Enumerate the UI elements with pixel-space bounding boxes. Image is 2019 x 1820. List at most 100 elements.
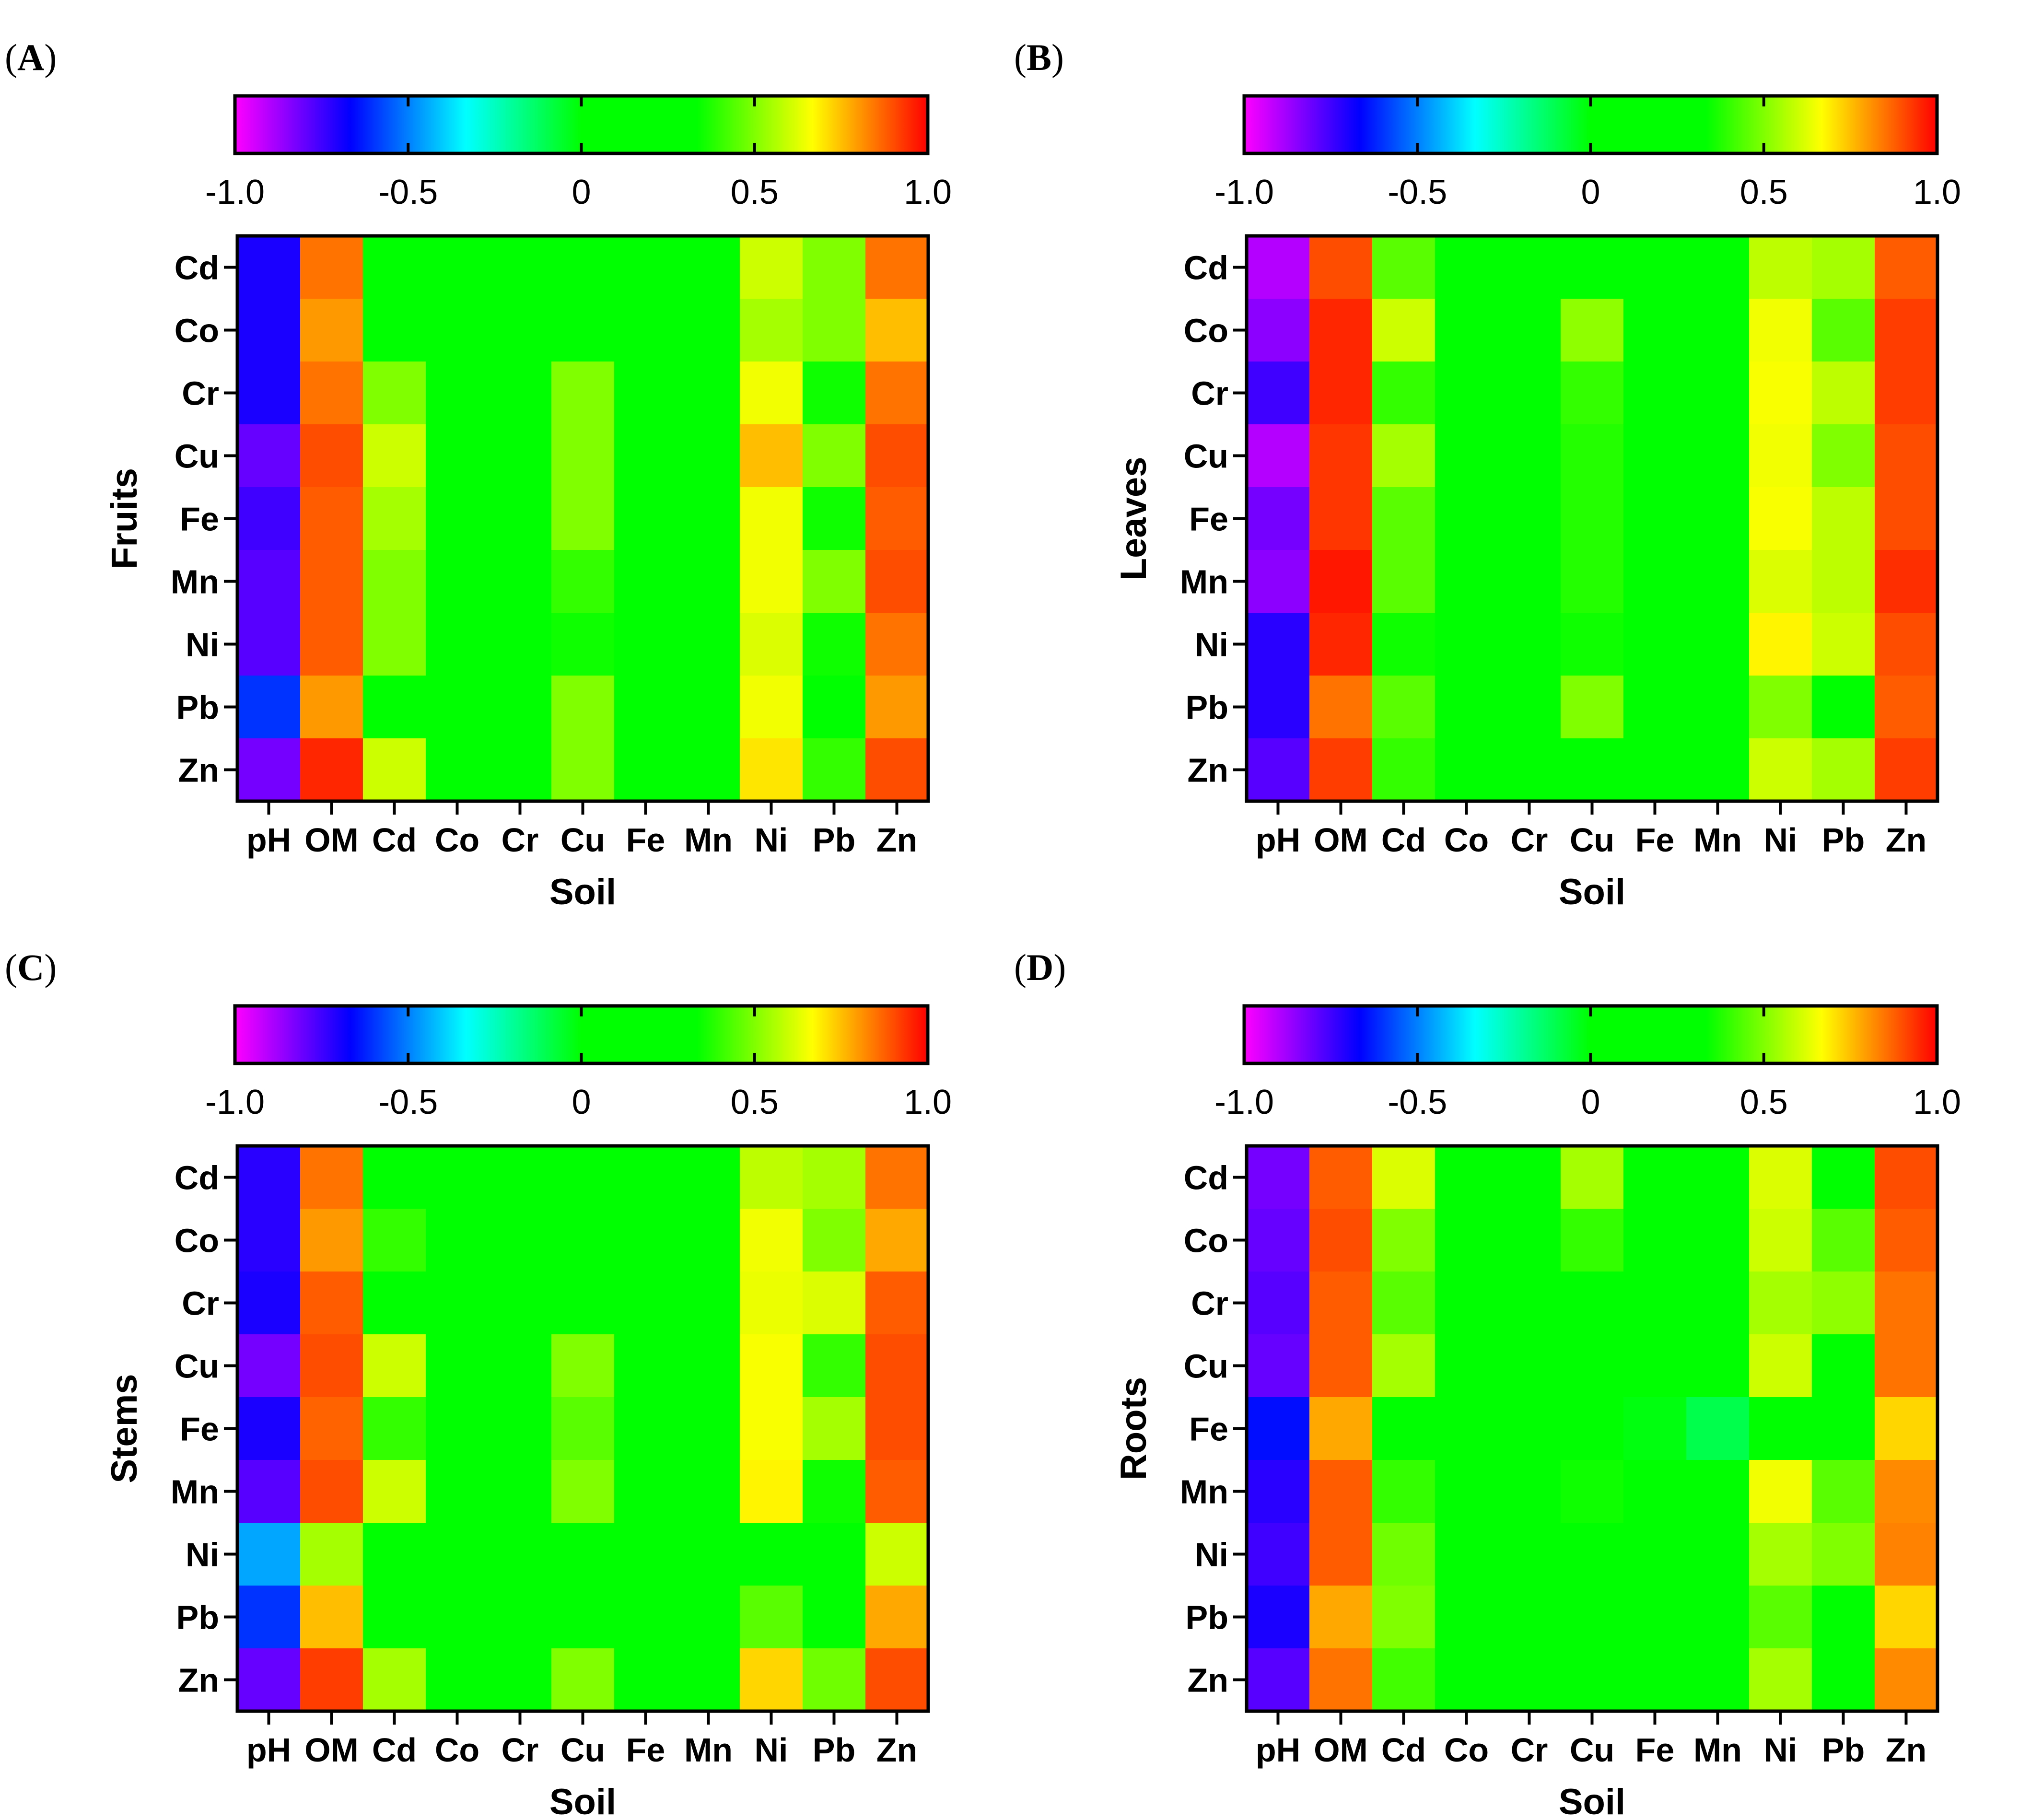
heatmap-cell: [1812, 1648, 1875, 1712]
heatmap-cell: [1686, 487, 1750, 550]
heatmap-cell: [363, 1334, 426, 1398]
x-tick-label: Ni: [1764, 821, 1797, 859]
panel-label-c: (C): [5, 946, 57, 988]
heatmap-cell: [1372, 1460, 1435, 1523]
heatmap-cell: [300, 550, 363, 613]
x-axis-title: Soil: [549, 872, 616, 910]
heatmap-cell: [1623, 487, 1687, 550]
heatmap-cell: [551, 1586, 615, 1649]
heatmap-cell: [551, 1523, 615, 1586]
heatmap-cell: [1875, 550, 1938, 613]
heatmap-cell: [740, 1648, 803, 1712]
heatmap-cell: [1498, 1586, 1561, 1649]
heatmap-cell: [237, 487, 301, 550]
heatmap-cell: [677, 1648, 740, 1712]
heatmap-cell: [426, 1523, 489, 1586]
colorbar-tick-label: -1.0: [205, 173, 265, 211]
heatmap-cell: [489, 1523, 552, 1586]
heatmap-cell: [677, 424, 740, 488]
x-tick-label: Cr: [1511, 821, 1548, 859]
heatmap-cell: [1623, 362, 1687, 425]
heatmap-cell: [1623, 1523, 1687, 1586]
heatmap-cell: [1875, 1523, 1938, 1586]
heatmap-cell: [426, 1460, 489, 1523]
y-tick-label: Cu: [1184, 438, 1228, 475]
y-tick-label: Cr: [1191, 375, 1228, 412]
heatmap-cell: [740, 738, 803, 802]
heatmap-cell: [803, 1334, 866, 1398]
heatmap-cell: [1309, 424, 1373, 488]
heatmap-cell: [1875, 236, 1938, 299]
x-tick-label: Ni: [755, 1731, 788, 1769]
heatmap-cell: [1623, 424, 1687, 488]
heatmap-cell: [865, 1397, 929, 1460]
colorbar-tick-label: -0.5: [378, 173, 438, 211]
heatmap-cell: [1812, 1460, 1875, 1523]
heatmap-cell: [614, 1272, 677, 1335]
colorbar-tick-label: 1.0: [904, 1083, 952, 1121]
heatmap-cell: [1623, 299, 1687, 362]
heatmap-cell: [1247, 1334, 1310, 1398]
x-tick-label: Mn: [684, 1731, 733, 1769]
x-tick-label: Pb: [813, 1731, 855, 1769]
heatmap-cell: [1623, 1209, 1687, 1272]
heatmap-cell: [1247, 738, 1310, 802]
heatmap-cell: [803, 236, 866, 299]
heatmap-cell: [300, 236, 363, 299]
heatmap-cell: [1435, 613, 1498, 676]
heatmap-cell: [237, 738, 301, 802]
heatmap-cell: [1749, 424, 1812, 488]
y-axis-title: Roots: [1113, 1377, 1154, 1480]
heatmap-cell: [237, 1460, 301, 1523]
x-tick-label: pH: [246, 821, 291, 859]
heatmap-cell: [489, 362, 552, 425]
heatmap-cell: [551, 676, 615, 739]
x-tick-label: Co: [1444, 821, 1489, 859]
heatmap-cell: [803, 1523, 866, 1586]
heatmap-cell: [1309, 362, 1373, 425]
heatmap-cell: [1435, 1146, 1498, 1209]
heatmap-cell: [1435, 1523, 1498, 1586]
heatmap-cell: [1247, 550, 1310, 613]
x-tick-label: Cu: [1570, 1731, 1614, 1769]
x-tick-label: Pb: [813, 821, 855, 859]
panel-b: (B) -1.0 -0.5 0 0.5 1.0 Cd Co Cr Cu Fe Mn Ni Pb Zn pH O…: [1009, 0, 2019, 910]
heatmap-cell: [426, 1334, 489, 1398]
heatmap-cell: [677, 1397, 740, 1460]
y-tick-label: Cr: [182, 1285, 219, 1322]
colorbar-tick-label: 0: [1581, 1083, 1600, 1121]
heatmap-cell: [363, 1146, 426, 1209]
heatmap-cell: [1812, 424, 1875, 488]
heatmap-cell: [1875, 299, 1938, 362]
heatmap-cell: [865, 1209, 929, 1272]
heatmap-cell: [363, 1397, 426, 1460]
heatmap-cell: [1372, 1334, 1435, 1398]
heatmap-cell: [614, 676, 677, 739]
heatmap-cell: [865, 1586, 929, 1649]
heatmap-cell: [489, 487, 552, 550]
heatmap-cell: [740, 1272, 803, 1335]
heatmap-cell: [1812, 487, 1875, 550]
heatmap-cell: [1812, 1586, 1875, 1649]
heatmap-cell: [1498, 1397, 1561, 1460]
heatmap-cell: [1561, 236, 1624, 299]
heatmap-cell: [1812, 236, 1875, 299]
heatmap-cell: [363, 1460, 426, 1523]
heatmap-cell: [740, 424, 803, 488]
heatmap-cell: [1686, 1397, 1750, 1460]
heatmap-cell: [426, 1209, 489, 1272]
colorbar-tick-label: 0.5: [731, 1083, 779, 1121]
heatmap-cell: [1247, 1648, 1310, 1712]
heatmap-cell: [1686, 1648, 1750, 1712]
heatmap-cell: [1435, 424, 1498, 488]
y-tick-label: Cr: [182, 375, 219, 412]
heatmap-cell: [551, 1648, 615, 1712]
y-tick-label: Cu: [175, 1348, 219, 1385]
panel-d: (D) -1.0 -0.5 0 0.5 1.0 Cd Co Cr Cu Fe Mn Ni Pb Zn pH O…: [1009, 910, 2019, 1820]
heatmap-cell: [1623, 550, 1687, 613]
heatmap-cell: [1498, 613, 1561, 676]
heatmap-cell: [1812, 1146, 1875, 1209]
x-tick-label: Cr: [1511, 1731, 1548, 1769]
heatmap-cell: [300, 487, 363, 550]
